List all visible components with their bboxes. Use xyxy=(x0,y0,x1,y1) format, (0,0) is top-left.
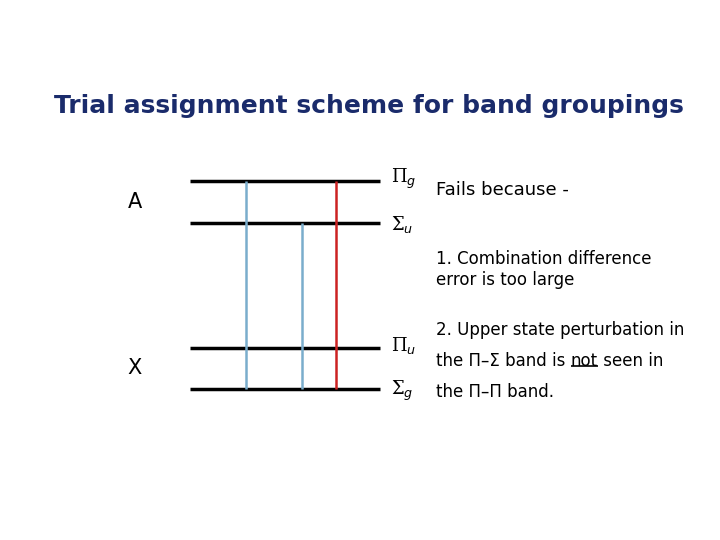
Text: Trial assignment scheme for band groupings: Trial assignment scheme for band groupin… xyxy=(54,94,684,118)
Text: seen in: seen in xyxy=(598,352,663,370)
Text: Fails because -: Fails because - xyxy=(436,180,569,199)
Text: 1. Combination difference
error is too large: 1. Combination difference error is too l… xyxy=(436,250,652,289)
Text: Σ$_{u}$: Σ$_{u}$ xyxy=(392,214,414,235)
Text: X: X xyxy=(127,359,142,379)
Text: not: not xyxy=(570,352,598,370)
Text: the Π–Π band.: the Π–Π band. xyxy=(436,383,554,401)
Text: Π$_{u}$: Π$_{u}$ xyxy=(392,335,417,356)
Text: Π$_{g}$: Π$_{g}$ xyxy=(392,167,417,191)
Text: the Π–Σ band is: the Π–Σ band is xyxy=(436,352,570,370)
Text: A: A xyxy=(127,192,142,212)
Text: Σ$_{g}$: Σ$_{g}$ xyxy=(392,379,414,403)
Text: 2. Upper state perturbation in: 2. Upper state perturbation in xyxy=(436,321,684,339)
